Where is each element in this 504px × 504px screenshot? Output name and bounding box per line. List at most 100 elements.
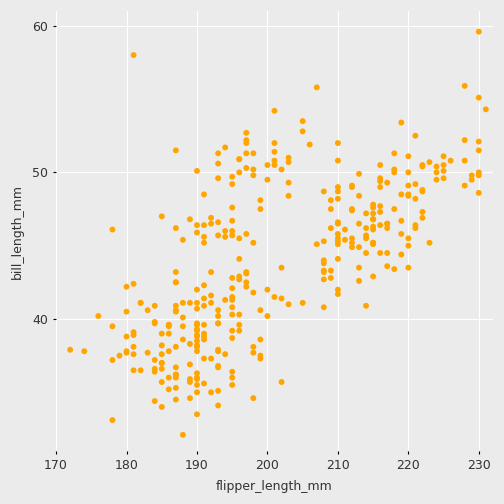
Point	[264, 286, 272, 294]
Point	[334, 234, 342, 242]
Point	[228, 368, 236, 376]
Point	[285, 300, 293, 308]
Point	[278, 378, 286, 386]
Point	[418, 208, 426, 216]
Point	[235, 255, 243, 263]
Point	[376, 202, 384, 210]
Point	[122, 349, 131, 357]
Point	[264, 312, 272, 320]
Point	[390, 265, 398, 273]
Point	[285, 192, 293, 200]
Point	[461, 82, 469, 90]
Point	[186, 340, 194, 348]
Point	[278, 165, 286, 173]
Point	[186, 299, 194, 307]
Point	[193, 320, 201, 328]
Point	[228, 334, 236, 342]
Point	[186, 378, 194, 386]
Point	[214, 387, 222, 395]
X-axis label: flipper_length_mm: flipper_length_mm	[216, 480, 333, 493]
Point	[411, 224, 419, 232]
Point	[200, 233, 208, 241]
Point	[376, 208, 384, 216]
Point	[115, 352, 123, 360]
Point	[348, 181, 356, 190]
Point	[214, 320, 222, 328]
Point	[214, 231, 222, 239]
Point	[249, 394, 258, 402]
Point	[334, 183, 342, 191]
Point	[355, 170, 363, 178]
Point	[200, 321, 208, 329]
Point	[214, 346, 222, 354]
Point	[327, 205, 335, 213]
Point	[362, 209, 370, 217]
Point	[468, 171, 476, 179]
Point	[207, 299, 215, 307]
Point	[158, 365, 166, 373]
Point	[193, 369, 201, 377]
Point	[348, 243, 356, 251]
Point	[432, 176, 440, 184]
Point	[369, 239, 377, 247]
Point	[482, 105, 490, 113]
Point	[235, 155, 243, 163]
Point	[235, 275, 243, 283]
Point	[355, 243, 363, 251]
Point	[130, 331, 138, 339]
Point	[235, 234, 243, 242]
Point	[390, 165, 398, 173]
Point	[151, 318, 159, 326]
Point	[172, 307, 180, 316]
Point	[130, 350, 138, 358]
Point	[172, 146, 180, 154]
Point	[404, 181, 412, 190]
Point	[249, 239, 258, 247]
Point	[362, 249, 370, 257]
Point	[207, 268, 215, 276]
Point	[193, 327, 201, 335]
Point	[425, 158, 433, 166]
Point	[207, 220, 215, 228]
Point	[348, 183, 356, 191]
Point	[334, 240, 342, 248]
Point	[320, 267, 328, 275]
Point	[376, 161, 384, 169]
Point	[461, 181, 469, 190]
Point	[249, 171, 258, 179]
Point	[355, 220, 363, 228]
Point	[186, 394, 194, 402]
Point	[122, 307, 131, 316]
Point	[242, 139, 250, 147]
Point	[257, 352, 265, 360]
Point	[137, 366, 145, 374]
Point	[425, 239, 433, 247]
Point	[257, 306, 265, 314]
Point	[193, 341, 201, 349]
Point	[172, 370, 180, 379]
Point	[383, 220, 391, 228]
Point	[369, 273, 377, 281]
Point	[172, 370, 180, 379]
Point	[242, 230, 250, 238]
Point	[193, 373, 201, 382]
Point	[418, 186, 426, 194]
Point	[193, 286, 201, 294]
Point	[179, 431, 187, 439]
Point	[221, 233, 229, 241]
Point	[461, 136, 469, 144]
Point	[432, 162, 440, 170]
Point	[257, 196, 265, 204]
Point	[475, 189, 483, 197]
Point	[214, 312, 222, 320]
Point	[376, 249, 384, 257]
Point	[228, 381, 236, 389]
Point	[242, 270, 250, 278]
Point	[334, 195, 342, 203]
Point	[221, 296, 229, 304]
Point	[257, 336, 265, 344]
Point	[390, 205, 398, 213]
Point	[271, 139, 279, 147]
Point	[397, 230, 405, 238]
Point	[200, 333, 208, 341]
